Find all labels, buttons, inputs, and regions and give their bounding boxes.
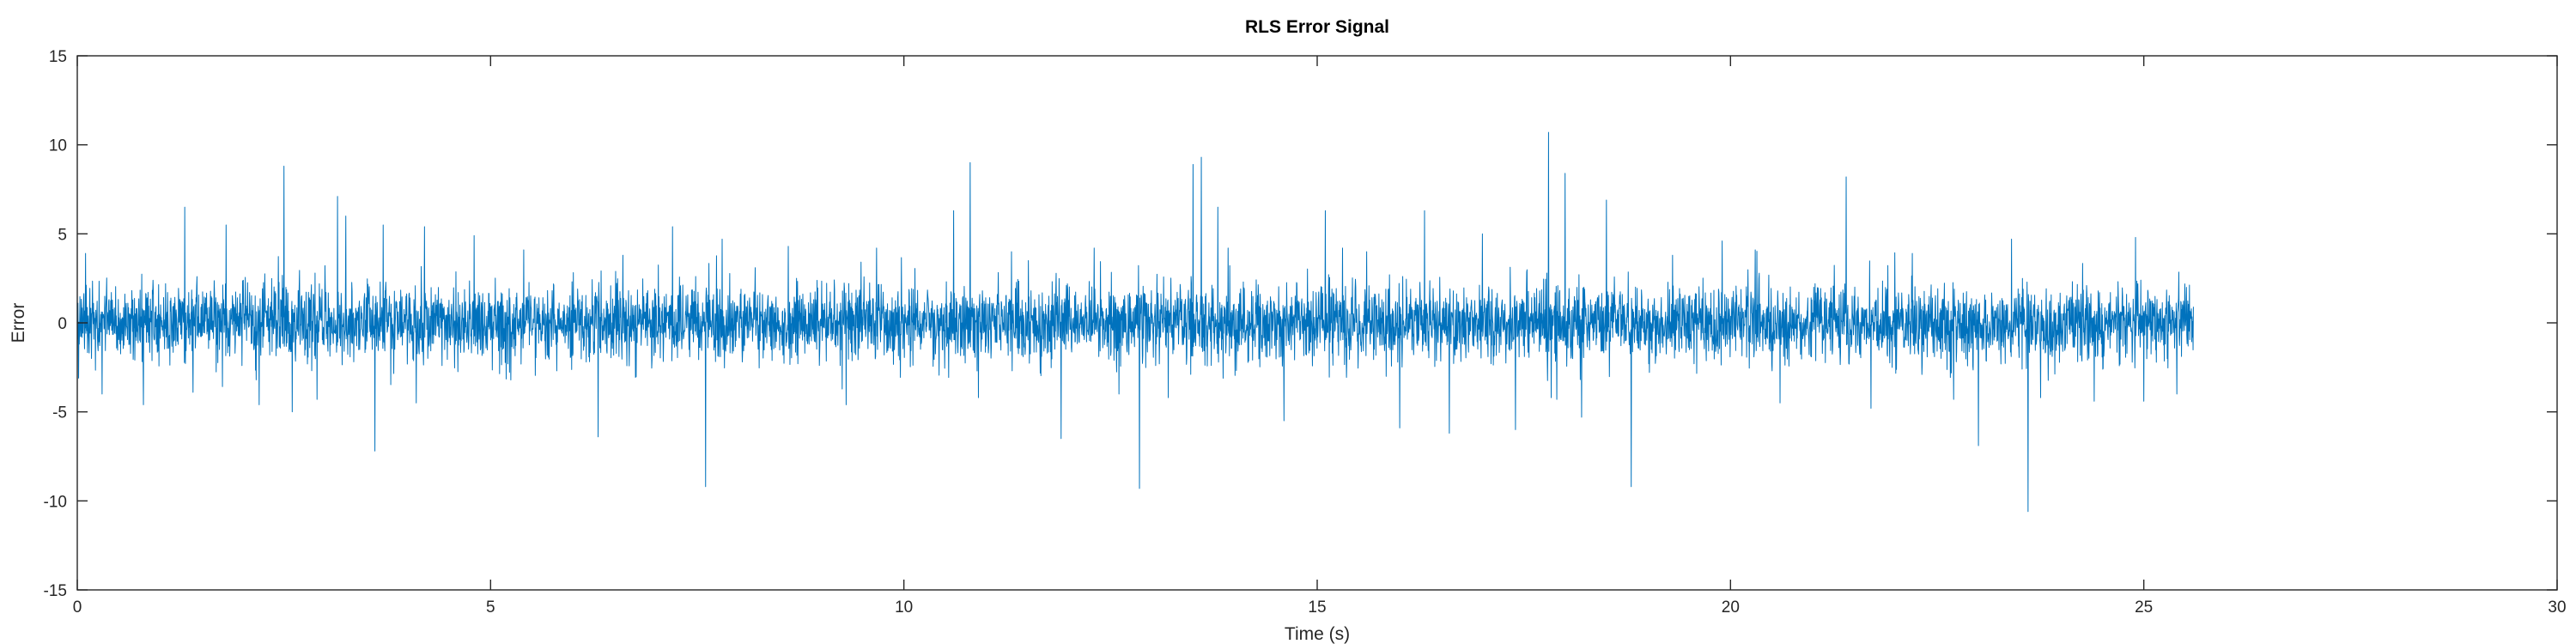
x-tick-label: 10 <box>895 598 913 617</box>
x-tick-label: 20 <box>1722 598 1740 617</box>
x-axis-label: Time (s) <box>1285 624 1350 644</box>
chart-title: RLS Error Signal <box>1245 17 1389 37</box>
y-tick-label: -15 <box>44 582 67 600</box>
x-tick-label: 0 <box>73 598 82 617</box>
x-tick-label: 5 <box>486 598 495 617</box>
series-layer <box>76 131 2194 513</box>
plot-frame <box>76 55 2558 591</box>
x-tick-label: 25 <box>2135 598 2153 617</box>
error-series-line <box>76 131 2194 513</box>
y-tick-label: 15 <box>49 48 67 66</box>
y-axis-label: Error <box>9 303 28 343</box>
y-tick-label: -5 <box>52 404 67 422</box>
x-tick-label: 30 <box>2548 598 2566 617</box>
y-tick-label: -10 <box>44 493 67 511</box>
y-tick-label: 5 <box>58 226 67 244</box>
tick-label-layer: 0 5 10 15 20 25 30 -15 -10 -5 0 5 10 15 <box>44 48 2567 617</box>
x-tick-label: 15 <box>1308 598 1326 617</box>
y-tick-label: 0 <box>58 315 67 333</box>
y-tick-label: 10 <box>49 137 67 155</box>
